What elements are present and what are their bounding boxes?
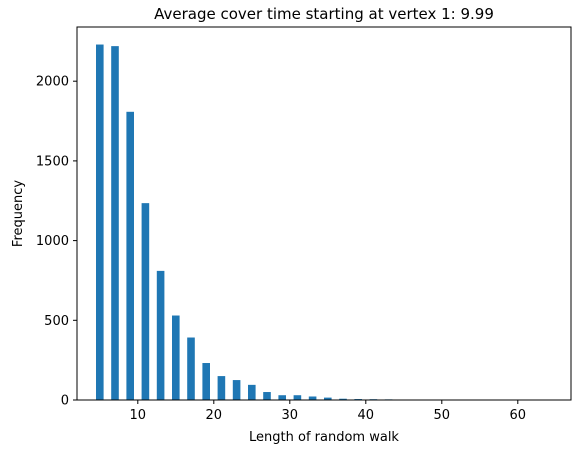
x-axis-ticks: 10 20 30 40 50 60 (130, 400, 527, 423)
bar (96, 44, 104, 401)
bars-group (96, 44, 560, 401)
y-axis-label: Frequency (11, 180, 26, 247)
x-tick-label: 60 (510, 408, 527, 423)
y-tick-label: 500 (44, 314, 69, 329)
bar (156, 270, 165, 400)
plot-frame (76, 26, 572, 401)
x-tick-label: 30 (282, 408, 299, 423)
x-tick-label: 50 (434, 408, 451, 423)
bar (111, 46, 119, 400)
bar (172, 315, 180, 400)
bar (187, 337, 195, 400)
bar (126, 111, 134, 401)
bar (293, 395, 302, 400)
x-axis-label: Length of random walk (249, 430, 399, 445)
y-tick-label: 1000 (36, 234, 69, 249)
bar (248, 384, 256, 400)
x-tick-label: 20 (206, 408, 223, 423)
x-tick-label: 10 (130, 408, 147, 423)
bar (202, 363, 210, 400)
bar (324, 397, 332, 400)
y-tick-label: 2000 (36, 75, 69, 90)
y-tick-label: 1500 (36, 154, 69, 169)
chart-title: Average cover time starting at vertex 1:… (154, 5, 494, 23)
bar (308, 396, 317, 400)
bar (217, 376, 226, 400)
bar (278, 395, 286, 400)
bar (339, 398, 347, 400)
y-tick-label: 0 (61, 394, 69, 409)
x-tick-label: 40 (358, 408, 375, 423)
bar (232, 380, 241, 400)
bar (141, 203, 150, 400)
bar (263, 392, 271, 400)
y-axis-ticks: 0 500 1000 1500 2000 (36, 75, 77, 409)
